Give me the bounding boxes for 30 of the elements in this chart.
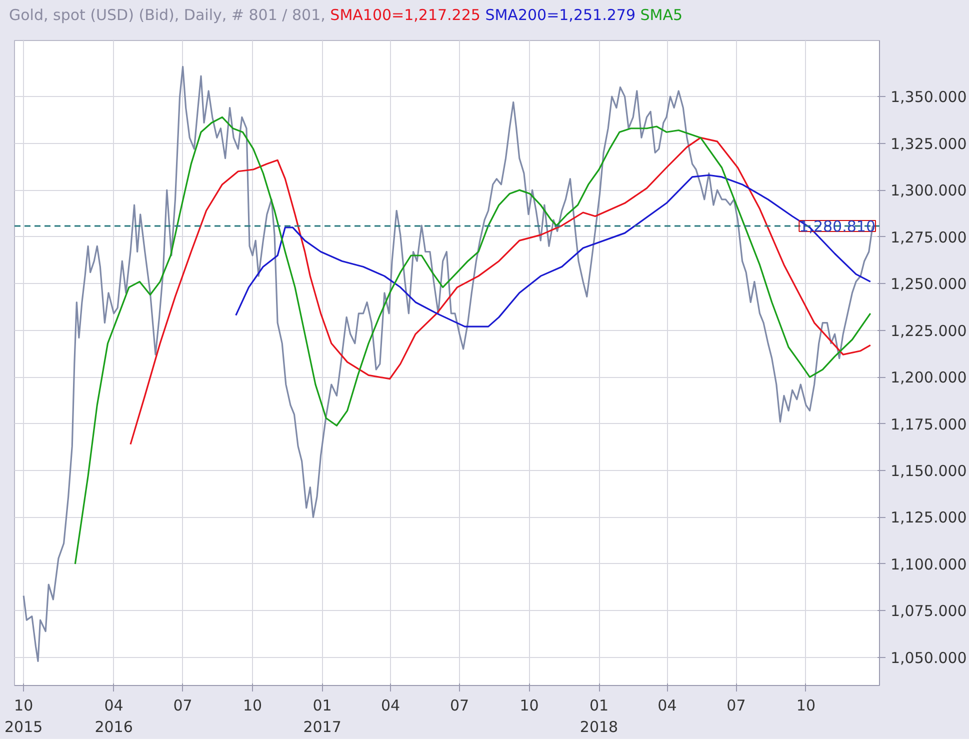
y-tick-label: 1,175.000 xyxy=(890,415,967,434)
x-tick-label: 10 2015 xyxy=(4,696,43,736)
y-tick-label: 1,075.000 xyxy=(890,602,967,620)
text: SMA100=1,217.225 xyxy=(330,6,480,24)
y-tick-label: 1,250.000 xyxy=(890,275,967,294)
text: SMA200=1,251.279 xyxy=(485,6,636,24)
y-tick-label: 1,100.000 xyxy=(890,555,967,574)
x-tick-label: 04 2016 xyxy=(94,696,133,736)
text: SMA5 xyxy=(640,6,683,24)
x-tick-label: 10 xyxy=(243,696,262,714)
y-tick-label: 1,325.000 xyxy=(890,134,967,153)
y-tick-label: 1,225.000 xyxy=(890,322,967,340)
x-tick-label: 04 xyxy=(658,696,677,714)
y-tick-label: 1,300.000 xyxy=(890,182,967,200)
x-tick-label: 07 xyxy=(450,696,470,714)
line-series xyxy=(22,66,874,662)
x-tick-label: 07 xyxy=(726,696,746,714)
y-tick-label: 1,200.000 xyxy=(890,368,967,387)
y-tick-label: 1,350.000 xyxy=(890,88,967,106)
y-tick-label: 1,050.000 xyxy=(890,648,967,667)
y-tick-label: 1,125.000 xyxy=(890,508,967,527)
x-tick-label: 10 xyxy=(520,696,539,714)
x-tick-label: 07 xyxy=(173,696,192,714)
x-tick-label: 01 2017 xyxy=(303,696,342,736)
x-tick-label: 10 xyxy=(796,696,816,714)
y-tick-label: 1,275.000 xyxy=(890,228,967,246)
x-tick-label: 01 2018 xyxy=(580,696,618,736)
y-tick-label: 1,150.000 xyxy=(890,462,967,480)
chart-title: Gold, spot (USD) (Bid), Daily, # 801 / 801, xyxy=(9,6,326,24)
x-tick-label: 04 xyxy=(380,696,400,714)
